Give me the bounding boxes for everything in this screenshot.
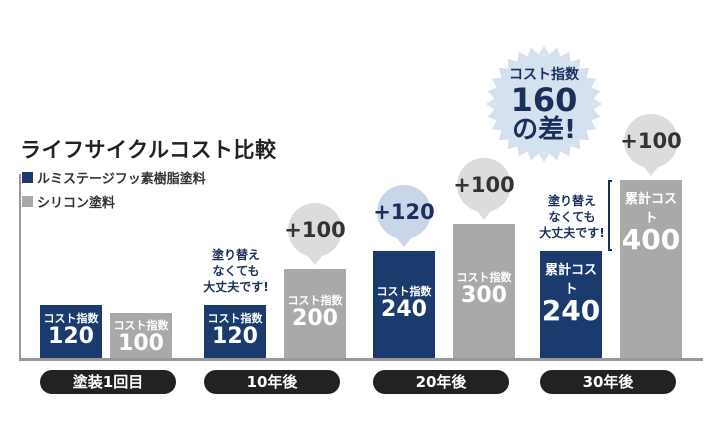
note-line-1-1: なくても	[548, 210, 596, 224]
increment-bubble-2: +100	[453, 158, 515, 212]
legend-item-fluorine: ルミステージフッ素樹脂塗料	[22, 168, 206, 187]
bar-label-0-1: コスト指数 120	[204, 310, 266, 348]
difference-callout-text: コスト指数 160 の差!	[474, 34, 614, 174]
increment-bubble-tail-2	[476, 210, 492, 220]
category-label-2: 20年後	[373, 370, 509, 394]
bar-fluorine-2: コスト指数 240	[373, 251, 435, 358]
bar-label-0-0: コスト指数 120	[40, 310, 102, 348]
callout-caption: コスト指数	[509, 66, 579, 83]
bar-value-1-3: 400	[621, 223, 681, 256]
bar-value-1-2: 300	[461, 283, 507, 308]
category-label-1: 10年後	[204, 370, 340, 394]
note-no-repaint-1: 塗り替えなくても大丈夫です!	[534, 193, 610, 241]
bar-silicone-2: コスト指数 300	[453, 224, 515, 358]
bar-caption-1-2: コスト指数	[456, 271, 512, 284]
difference-callout-inner: コスト指数 160 の差!	[474, 34, 614, 174]
bar-value-1-1: 200	[292, 305, 338, 331]
bar-fluorine-0: コスト指数 120	[40, 305, 102, 358]
bar-caption-0-1: コスト指数	[207, 311, 263, 325]
legend-label-silicone: シリコン塗料	[37, 196, 116, 211]
bar-label-1-1: コスト指数 200	[284, 292, 346, 330]
difference-callout-badge	[486, 46, 602, 162]
legend-label-fluorine: ルミステージフッ素樹脂塗料	[37, 172, 206, 187]
increment-bubble-0: +100	[284, 203, 346, 257]
legend-swatch-navy	[22, 172, 33, 183]
bar-caption-1-3: 累計コスト	[624, 192, 677, 226]
bar-value-0-2: 240	[381, 296, 427, 322]
chart-title: ライフサイクルコスト比較	[20, 138, 277, 162]
bar-value-1-0: 100	[118, 331, 164, 356]
bar-caption-1-1: コスト指数	[287, 293, 343, 307]
increment-bubble-tail-0	[307, 255, 323, 265]
note-no-repaint-0: 塗り替えなくても大丈夫です!	[198, 247, 274, 295]
category-label-0: 塗装1回目	[40, 370, 176, 394]
category-label-3: 30年後	[540, 370, 676, 394]
increment-bubble-1: +120	[373, 185, 435, 239]
x-axis-line	[19, 358, 703, 361]
note-line-1-0: 塗り替え	[547, 194, 596, 208]
callout-suffix: の差!	[512, 114, 576, 145]
increment-bubble-3: +100	[620, 114, 682, 168]
bar-value-0-1: 120	[212, 323, 258, 349]
legend-swatch-gray	[22, 196, 33, 207]
note-line-1-2: 大丈夫です!	[539, 226, 605, 240]
bar-label-0-2: コスト指数 240	[373, 283, 435, 321]
bar-caption-0-3: 累計コスト	[544, 263, 597, 297]
callout-value: 160	[510, 80, 578, 119]
bar-caption-1-0: コスト指数	[113, 319, 169, 332]
bar-value-0-3: 240	[541, 294, 601, 327]
legend-item-silicone: シリコン塗料	[22, 192, 115, 211]
increment-bubble-tail-1	[396, 237, 412, 247]
bar-silicone-0: コスト指数 100	[110, 313, 172, 358]
bar-value-0-0: 120	[48, 323, 94, 349]
note-line-0-2: 大丈夫です!	[203, 280, 269, 294]
callout-starburst-shape	[486, 46, 602, 162]
increment-bubble-tail-3	[643, 166, 659, 176]
note-line-0-1: なくても	[212, 264, 260, 278]
bar-silicone-3: 累計コスト 400	[620, 180, 682, 358]
difference-bracket	[608, 180, 612, 251]
note-line-0-0: 塗り替え	[211, 248, 260, 262]
bar-fluorine-1: コスト指数 120	[204, 305, 266, 358]
bar-label-1-3: 累計コスト 400	[620, 188, 682, 254]
bar-label-1-2: コスト指数 300	[453, 269, 515, 307]
bar-label-1-0: コスト指数 100	[110, 317, 172, 355]
bar-label-0-3: 累計コスト 240	[540, 259, 602, 325]
bar-silicone-1: コスト指数 200	[284, 269, 346, 358]
bar-fluorine-3: 累計コスト 240	[540, 251, 602, 358]
y-axis-line	[19, 174, 21, 360]
bar-caption-0-2: コスト指数	[376, 284, 432, 298]
bar-caption-0-0: コスト指数	[43, 311, 99, 325]
